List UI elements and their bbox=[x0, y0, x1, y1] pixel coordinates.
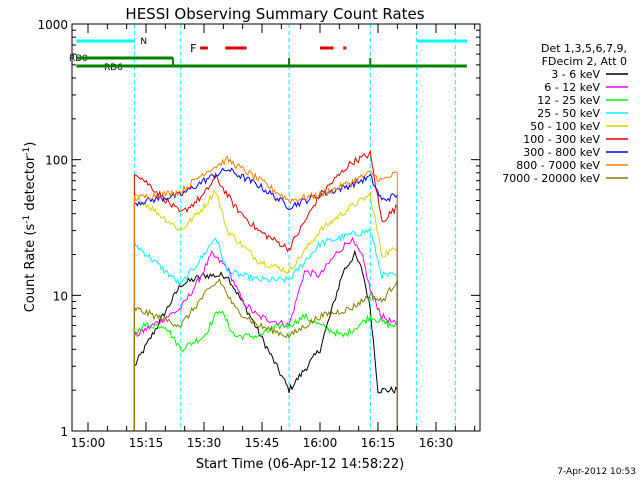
series-6-12-kev bbox=[133, 236, 398, 431]
series-layer bbox=[133, 149, 398, 431]
series-trace bbox=[133, 310, 398, 431]
series-trace bbox=[133, 236, 398, 431]
legend-label: 100 - 300 keV bbox=[523, 133, 600, 146]
x-tick-label: 15:30 bbox=[187, 436, 222, 450]
legend-label: 3 - 6 keV bbox=[551, 68, 600, 81]
y-tick-label: 1 bbox=[60, 425, 68, 439]
series-300-800-kev bbox=[133, 167, 398, 431]
y-tick-label: 10 bbox=[53, 289, 68, 303]
series-50-100-kev bbox=[133, 189, 398, 431]
chart-title: HESSI Observing Summary Count Rates bbox=[125, 5, 424, 23]
series-800-7000-kev bbox=[133, 155, 398, 431]
flare-flag-label: F bbox=[190, 42, 196, 55]
series-100-300-kev bbox=[133, 149, 398, 431]
x-tick-label: 16:00 bbox=[303, 436, 338, 450]
legend-label: 7000 - 20000 keV bbox=[502, 172, 600, 185]
legend-label: 25 - 50 keV bbox=[537, 107, 600, 120]
series-3-6-kev bbox=[133, 249, 398, 431]
legend-header: FDecim 2, Att 0 bbox=[542, 55, 627, 68]
x-tick-label: 16:30 bbox=[419, 436, 454, 450]
plot-axes bbox=[71, 23, 481, 432]
series-trace bbox=[133, 155, 398, 431]
series-trace bbox=[133, 167, 398, 431]
legend-header: Det 1,3,5,6,7,9, bbox=[541, 42, 627, 55]
legend-label: 6 - 12 keV bbox=[544, 81, 600, 94]
x-axis-label: Start Time (06-Apr-12 14:58:22) bbox=[196, 457, 404, 472]
series-trace bbox=[133, 249, 398, 431]
y-axis-ticks: 1 10 100 1000 bbox=[37, 18, 480, 439]
y-axis-label: Count Rate (s-1 detector-1) bbox=[22, 142, 38, 313]
x-axis-ticks: 15:00 15:15 15:30 15:45 16:00 16:15 16:30 bbox=[71, 24, 476, 450]
legend: Det 1,3,5,6,7,9,FDecim 2, Att 03 - 6 keV… bbox=[502, 42, 628, 185]
rd6-label: RD6 bbox=[104, 63, 123, 73]
x-tick-label: 16:15 bbox=[361, 436, 396, 450]
series-trace bbox=[133, 149, 398, 431]
y-tick-label: 1000 bbox=[37, 18, 68, 32]
x-tick-label: 15:15 bbox=[129, 436, 164, 450]
series-trace bbox=[133, 228, 398, 431]
night-flag-label: N bbox=[140, 37, 147, 47]
series-7000-20000-kev bbox=[133, 277, 398, 431]
series-12-25-kev bbox=[133, 310, 398, 431]
series-trace bbox=[133, 189, 398, 431]
y-tick-label: 100 bbox=[45, 154, 68, 168]
series-25-50-kev bbox=[133, 228, 398, 431]
flag-bars: NFRD0RD6 bbox=[69, 24, 467, 431]
plot-frame bbox=[71, 23, 481, 432]
legend-label: 50 - 100 keV bbox=[530, 120, 600, 133]
footer-timestamp: 7-Apr-2012 10:53 bbox=[557, 467, 636, 477]
x-tick-label: 15:45 bbox=[245, 436, 280, 450]
legend-label: 300 - 800 keV bbox=[523, 146, 600, 159]
x-tick-label: 15:00 bbox=[71, 436, 106, 450]
legend-label: 800 - 7000 keV bbox=[516, 159, 600, 172]
legend-label: 12 - 25 keV bbox=[537, 94, 600, 107]
series-trace bbox=[133, 277, 398, 431]
